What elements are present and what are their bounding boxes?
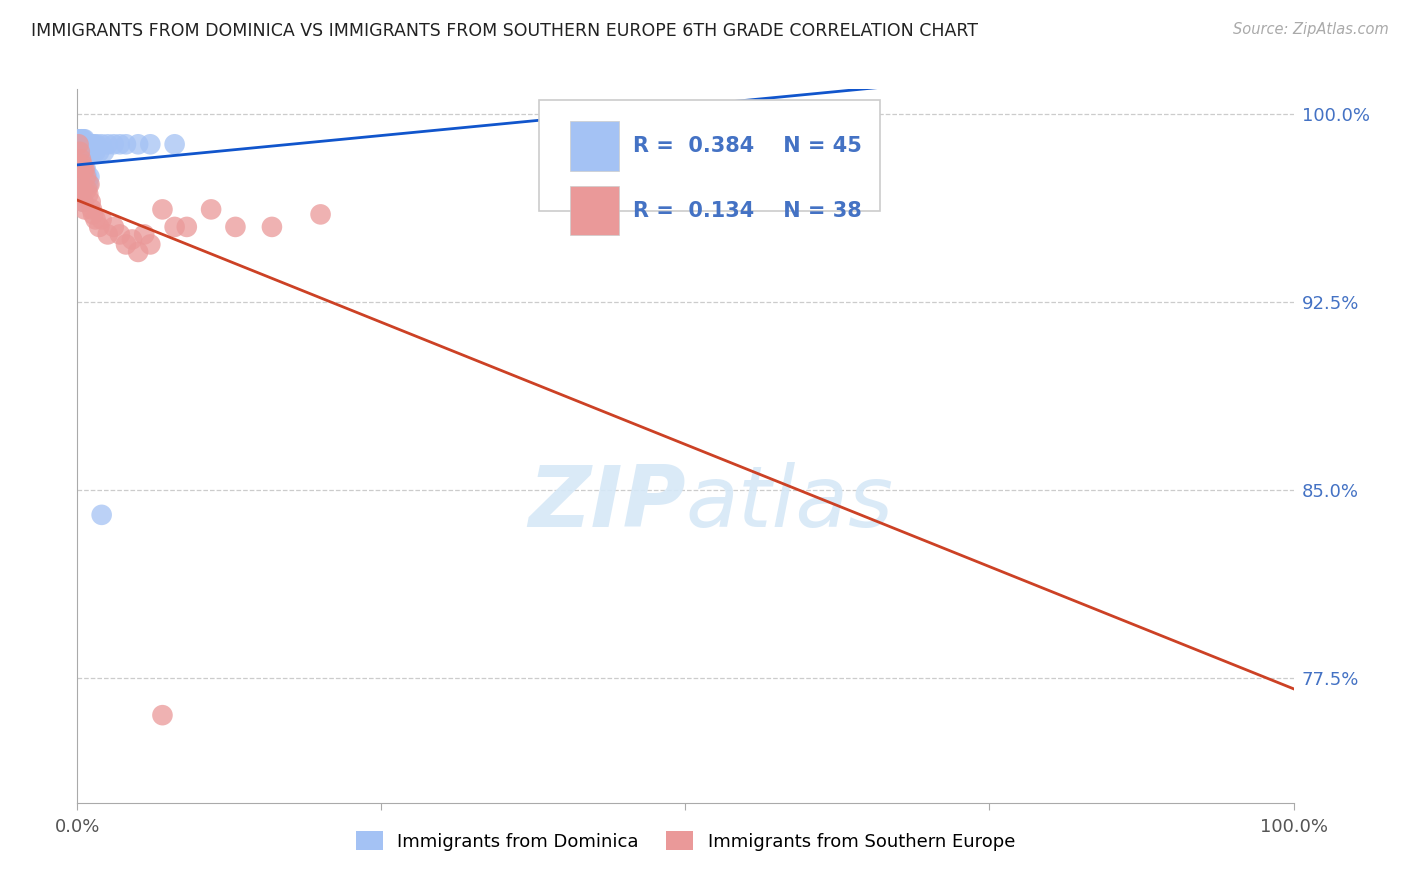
Point	[69, 169, 91, 184]
FancyBboxPatch shape	[540, 100, 880, 211]
Point	[76, 169, 98, 184]
Legend: Immigrants from Dominica, Immigrants from Southern Europe: Immigrants from Dominica, Immigrants fro…	[349, 824, 1022, 858]
Point	[83, 137, 105, 152]
Point	[108, 227, 131, 242]
Point	[84, 212, 107, 227]
Point	[73, 153, 96, 167]
Point	[89, 145, 111, 159]
Text: Source: ZipAtlas.com: Source: ZipAtlas.com	[1233, 22, 1389, 37]
Point	[115, 137, 138, 152]
Point	[67, 145, 90, 159]
Point	[80, 194, 103, 209]
Point	[76, 182, 98, 196]
Point	[69, 145, 91, 159]
Point	[115, 237, 138, 252]
Point	[90, 212, 112, 227]
Point	[224, 219, 246, 234]
Point	[200, 202, 222, 217]
Point	[72, 169, 94, 184]
Point	[67, 157, 90, 171]
Point	[80, 137, 103, 152]
Text: atlas: atlas	[686, 461, 893, 545]
Point	[70, 153, 93, 167]
Point	[89, 219, 111, 234]
Point	[70, 145, 93, 159]
Point	[69, 132, 91, 146]
Point	[70, 182, 93, 196]
Point	[73, 132, 96, 146]
Point	[72, 194, 94, 209]
Point	[75, 162, 97, 177]
Point	[70, 132, 93, 146]
Point	[67, 137, 90, 152]
Point	[176, 219, 198, 234]
Point	[127, 244, 149, 259]
Point	[70, 145, 93, 159]
Point	[69, 169, 91, 184]
Point	[79, 178, 101, 192]
Point	[79, 169, 101, 184]
Point	[93, 145, 115, 159]
Point	[84, 145, 107, 159]
Point	[97, 227, 120, 242]
Point	[103, 219, 125, 234]
Point	[72, 162, 94, 177]
Point	[134, 227, 156, 242]
Point	[77, 178, 100, 192]
Point	[75, 137, 97, 152]
Point	[80, 137, 103, 152]
Point	[90, 508, 112, 522]
Point	[127, 137, 149, 152]
Point	[103, 137, 125, 152]
FancyBboxPatch shape	[569, 121, 619, 171]
Text: ZIP: ZIP	[527, 461, 686, 545]
Point	[77, 187, 100, 202]
Point	[163, 219, 186, 234]
Point	[108, 137, 131, 152]
Point	[90, 137, 112, 152]
Point	[76, 137, 98, 152]
Point	[152, 708, 174, 723]
Point	[260, 219, 283, 234]
FancyBboxPatch shape	[569, 186, 619, 235]
Point	[67, 157, 90, 171]
Point	[82, 145, 104, 159]
Point	[70, 187, 93, 202]
Point	[72, 132, 94, 146]
Point	[121, 232, 143, 246]
Point	[67, 132, 90, 146]
Point	[152, 202, 174, 217]
Point	[75, 169, 97, 184]
Point	[73, 162, 96, 177]
Point	[69, 145, 91, 159]
Point	[77, 145, 100, 159]
Text: R =  0.384    N = 45: R = 0.384 N = 45	[633, 136, 862, 156]
Point	[70, 169, 93, 184]
Point	[139, 137, 162, 152]
Point	[73, 202, 96, 217]
Point	[70, 157, 93, 171]
Point	[72, 153, 94, 167]
Point	[309, 207, 332, 221]
Point	[79, 137, 101, 152]
Text: R =  0.134    N = 38: R = 0.134 N = 38	[633, 201, 862, 220]
Point	[163, 137, 186, 152]
Point	[97, 137, 120, 152]
Point	[72, 194, 94, 209]
Text: IMMIGRANTS FROM DOMINICA VS IMMIGRANTS FROM SOUTHERN EUROPE 6TH GRADE CORRELATIO: IMMIGRANTS FROM DOMINICA VS IMMIGRANTS F…	[31, 22, 979, 40]
Point	[86, 137, 108, 152]
Point	[73, 178, 96, 192]
Point	[82, 207, 104, 221]
Point	[70, 182, 93, 196]
Point	[80, 202, 103, 217]
Point	[70, 162, 93, 177]
Point	[139, 237, 162, 252]
Point	[70, 132, 93, 146]
